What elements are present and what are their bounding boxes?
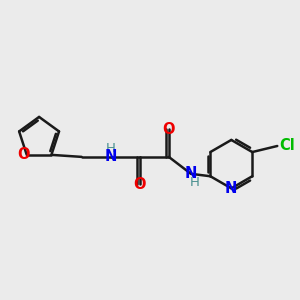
Text: H: H bbox=[189, 176, 199, 189]
Text: N: N bbox=[104, 149, 117, 164]
Text: N: N bbox=[225, 181, 238, 196]
Text: O: O bbox=[18, 147, 30, 162]
Text: O: O bbox=[163, 122, 175, 137]
Text: O: O bbox=[134, 177, 146, 192]
Text: Cl: Cl bbox=[280, 139, 296, 154]
Text: N: N bbox=[185, 166, 197, 181]
Text: H: H bbox=[106, 142, 116, 155]
